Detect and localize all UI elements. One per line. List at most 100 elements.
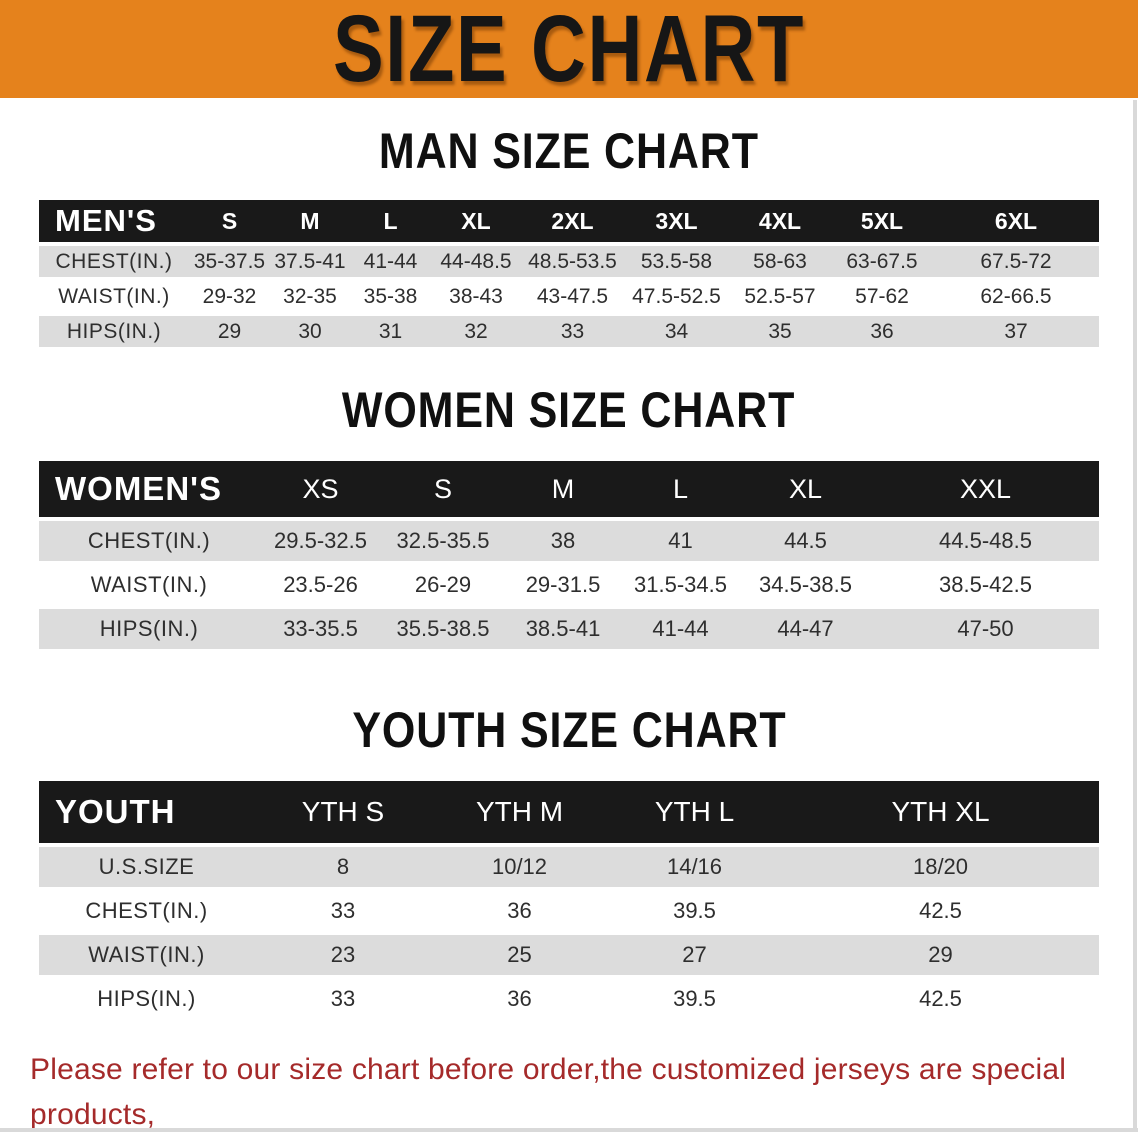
- value-cell: 26-29: [382, 565, 504, 605]
- youth-chest-row: CHEST(IN.) 33 36 39.5 42.5: [39, 891, 1099, 931]
- women-size-col: XS: [259, 461, 382, 517]
- value-cell: 38: [504, 521, 622, 561]
- row-label: CHEST(IN.): [39, 891, 254, 931]
- value-cell: 29: [189, 316, 270, 347]
- row-label: U.S.SIZE: [39, 847, 254, 887]
- value-cell: 36: [432, 891, 607, 931]
- men-size-col: S: [189, 200, 270, 242]
- value-cell: 23: [254, 935, 432, 975]
- value-cell: 41: [622, 521, 739, 561]
- value-cell: 38-43: [431, 281, 521, 312]
- value-cell: 67.5-72: [933, 246, 1099, 277]
- men-size-col: 6XL: [933, 200, 1099, 242]
- women-size-col: L: [622, 461, 739, 517]
- page-edge-bottom: [0, 1128, 1138, 1132]
- youth-size-col: YTH L: [607, 781, 782, 843]
- value-cell: 35-37.5: [189, 246, 270, 277]
- youth-table-label: YOUTH: [39, 781, 254, 843]
- page-edge-right: [1133, 100, 1137, 1132]
- value-cell: 33: [254, 891, 432, 931]
- men-header-row: MEN'S S M L XL 2XL 3XL 4XL 5XL 6XL: [39, 200, 1099, 242]
- value-cell: 42.5: [782, 979, 1099, 1019]
- value-cell: 36: [432, 979, 607, 1019]
- men-chest-row: CHEST(IN.) 35-37.5 37.5-41 41-44 44-48.5…: [39, 246, 1099, 277]
- women-section-heading: WOMEN SIZE CHART: [0, 385, 1138, 435]
- value-cell: 39.5: [607, 979, 782, 1019]
- value-cell: 44-47: [739, 609, 872, 649]
- men-size-col: L: [350, 200, 431, 242]
- youth-ussize-row: U.S.SIZE 8 10/12 14/16 18/20: [39, 847, 1099, 887]
- value-cell: 8: [254, 847, 432, 887]
- women-size-col: S: [382, 461, 504, 517]
- women-waist-row: WAIST(IN.) 23.5-26 26-29 29-31.5 31.5-34…: [39, 565, 1099, 605]
- value-cell: 30: [270, 316, 350, 347]
- value-cell: 63-67.5: [831, 246, 933, 277]
- youth-hips-row: HIPS(IN.) 33 36 39.5 42.5: [39, 979, 1099, 1019]
- value-cell: 44.5: [739, 521, 872, 561]
- men-size-col: 5XL: [831, 200, 933, 242]
- value-cell: 38.5-41: [504, 609, 622, 649]
- row-label: WAIST(IN.): [39, 565, 259, 605]
- value-cell: 47.5-52.5: [624, 281, 729, 312]
- value-cell: 18/20: [782, 847, 1099, 887]
- value-cell: 23.5-26: [259, 565, 382, 605]
- men-waist-row: WAIST(IN.) 29-32 32-35 35-38 38-43 43-47…: [39, 281, 1099, 312]
- row-label: HIPS(IN.): [39, 609, 259, 649]
- value-cell: 37: [933, 316, 1099, 347]
- value-cell: 39.5: [607, 891, 782, 931]
- value-cell: 43-47.5: [521, 281, 624, 312]
- women-size-col: XL: [739, 461, 872, 517]
- value-cell: 35.5-38.5: [382, 609, 504, 649]
- value-cell: 41-44: [622, 609, 739, 649]
- youth-section-heading: YOUTH SIZE CHART: [0, 705, 1138, 755]
- value-cell: 44-48.5: [431, 246, 521, 277]
- women-chest-row: CHEST(IN.) 29.5-32.5 32.5-35.5 38 41 44.…: [39, 521, 1099, 561]
- row-label: WAIST(IN.): [39, 281, 189, 312]
- value-cell: 37.5-41: [270, 246, 350, 277]
- value-cell: 32-35: [270, 281, 350, 312]
- value-cell: 42.5: [782, 891, 1099, 931]
- value-cell: 53.5-58: [624, 246, 729, 277]
- value-cell: 57-62: [831, 281, 933, 312]
- men-section-heading: MAN SIZE CHART: [0, 126, 1138, 176]
- value-cell: 36: [831, 316, 933, 347]
- youth-size-col: YTH XL: [782, 781, 1099, 843]
- value-cell: 29-32: [189, 281, 270, 312]
- men-table-label: MEN'S: [39, 200, 189, 242]
- youth-size-col: YTH M: [432, 781, 607, 843]
- value-cell: 31.5-34.5: [622, 565, 739, 605]
- value-cell: 32.5-35.5: [382, 521, 504, 561]
- value-cell: 27: [607, 935, 782, 975]
- value-cell: 38.5-42.5: [872, 565, 1099, 605]
- value-cell: 35-38: [350, 281, 431, 312]
- value-cell: 58-63: [729, 246, 831, 277]
- row-label: CHEST(IN.): [39, 521, 259, 561]
- women-size-col: XXL: [872, 461, 1099, 517]
- row-label: WAIST(IN.): [39, 935, 254, 975]
- value-cell: 48.5-53.5: [521, 246, 624, 277]
- women-size-col: M: [504, 461, 622, 517]
- value-cell: 52.5-57: [729, 281, 831, 312]
- row-label: HIPS(IN.): [39, 979, 254, 1019]
- women-header-row: WOMEN'S XS S M L XL XXL: [39, 461, 1099, 517]
- value-cell: 31: [350, 316, 431, 347]
- men-size-col: 3XL: [624, 200, 729, 242]
- value-cell: 41-44: [350, 246, 431, 277]
- disclaimer-line-1: Please refer to our size chart before or…: [30, 1053, 1067, 1131]
- youth-waist-row: WAIST(IN.) 23 25 27 29: [39, 935, 1099, 975]
- value-cell: 33: [521, 316, 624, 347]
- value-cell: 33: [254, 979, 432, 1019]
- women-size-table: WOMEN'S XS S M L XL XXL CHEST(IN.) 29.5-…: [39, 457, 1099, 653]
- women-table-label: WOMEN'S: [39, 461, 259, 517]
- youth-header-row: YOUTH YTH S YTH M YTH L YTH XL: [39, 781, 1099, 843]
- value-cell: 29.5-32.5: [259, 521, 382, 561]
- men-size-col: 4XL: [729, 200, 831, 242]
- men-size-col: 2XL: [521, 200, 624, 242]
- men-hips-row: HIPS(IN.) 29 30 31 32 33 34 35 36 37: [39, 316, 1099, 347]
- value-cell: 25: [432, 935, 607, 975]
- youth-size-table: YOUTH YTH S YTH M YTH L YTH XL U.S.SIZE …: [39, 777, 1099, 1023]
- value-cell: 44.5-48.5: [872, 521, 1099, 561]
- value-cell: 14/16: [607, 847, 782, 887]
- youth-heading-text: YOUTH SIZE CHART: [351, 702, 787, 758]
